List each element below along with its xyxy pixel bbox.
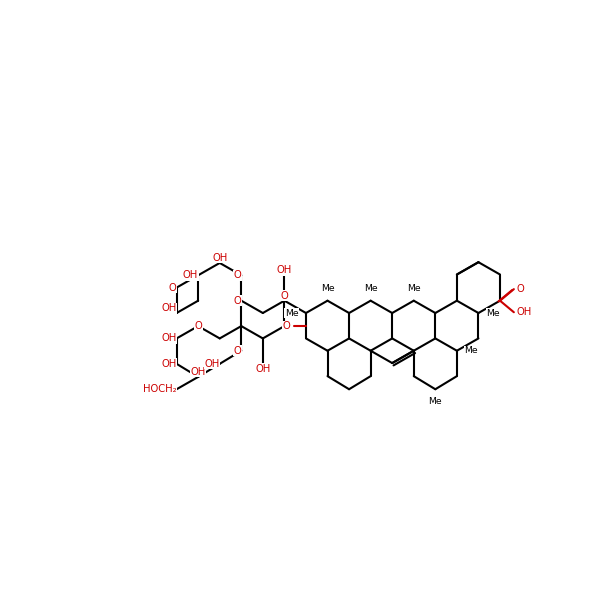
Text: Me: Me (486, 308, 500, 317)
Text: O: O (233, 296, 241, 305)
Text: Me: Me (428, 397, 442, 406)
Text: OH: OH (212, 253, 227, 263)
Text: O: O (169, 283, 176, 293)
Text: O: O (283, 321, 290, 331)
Text: OH: OH (161, 334, 176, 343)
Text: OH: OH (255, 364, 271, 374)
Text: Me: Me (464, 346, 478, 355)
Text: O: O (233, 346, 241, 356)
Text: O: O (194, 321, 202, 331)
Text: Me: Me (407, 284, 421, 293)
Text: HOCH₂: HOCH₂ (143, 384, 176, 394)
Text: O: O (281, 290, 288, 301)
Text: O: O (517, 284, 524, 294)
Text: OH: OH (205, 359, 220, 369)
Text: OH: OH (517, 307, 532, 317)
Text: OH: OH (277, 265, 292, 275)
Text: O: O (233, 270, 241, 280)
Text: Me: Me (364, 284, 377, 293)
Text: Me: Me (321, 284, 334, 293)
Text: Me: Me (284, 308, 298, 317)
Text: OH: OH (161, 359, 176, 369)
Text: OH: OH (191, 367, 206, 377)
Text: OH: OH (161, 303, 176, 313)
Text: OH: OH (183, 270, 198, 280)
